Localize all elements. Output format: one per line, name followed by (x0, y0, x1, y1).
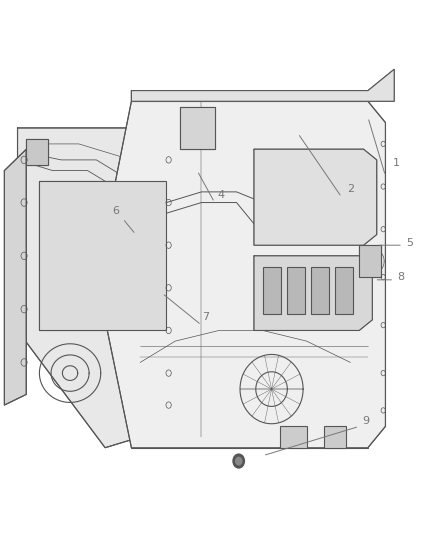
Text: 7: 7 (202, 312, 209, 322)
Polygon shape (324, 426, 346, 448)
Polygon shape (254, 149, 377, 245)
Polygon shape (335, 266, 353, 314)
Polygon shape (18, 128, 175, 448)
Polygon shape (4, 149, 26, 405)
Polygon shape (180, 107, 215, 149)
Polygon shape (287, 266, 305, 314)
Polygon shape (96, 101, 385, 448)
Text: 2: 2 (347, 184, 354, 194)
Polygon shape (311, 266, 329, 314)
Polygon shape (359, 245, 381, 277)
Polygon shape (39, 181, 166, 330)
Polygon shape (263, 266, 281, 314)
Text: 6: 6 (113, 206, 120, 215)
Text: 1: 1 (393, 158, 400, 167)
Text: 9: 9 (362, 416, 369, 426)
Polygon shape (254, 256, 372, 330)
Polygon shape (131, 69, 394, 101)
Text: 5: 5 (406, 238, 413, 247)
Text: 4: 4 (218, 190, 225, 199)
Polygon shape (26, 139, 48, 165)
Circle shape (233, 454, 244, 468)
Circle shape (236, 457, 242, 465)
Polygon shape (280, 426, 307, 448)
Text: 8: 8 (397, 272, 404, 282)
